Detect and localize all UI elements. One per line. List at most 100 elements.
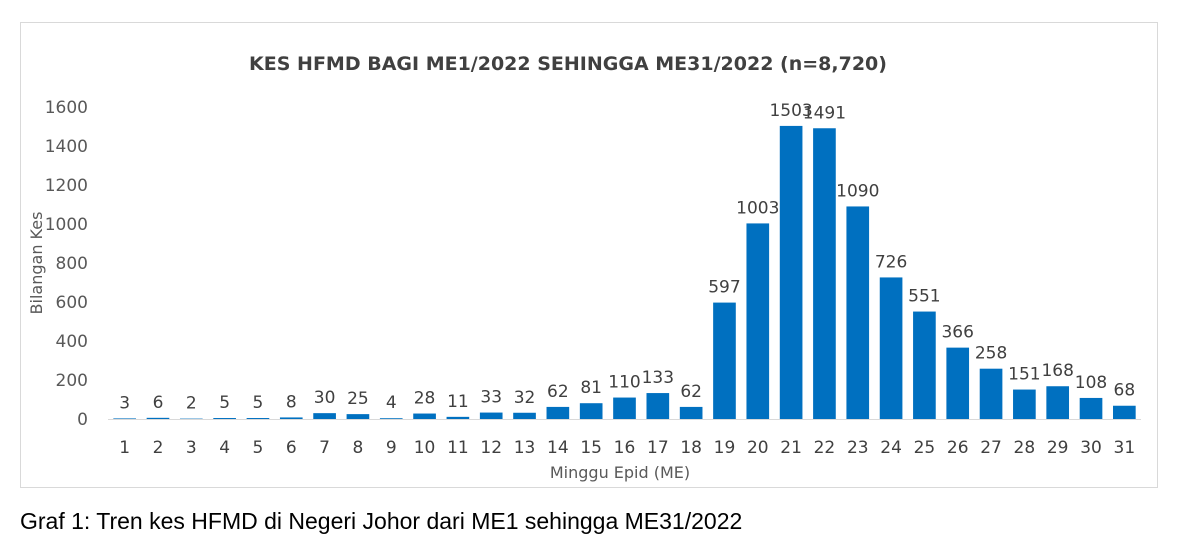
x-tick-label: 16 (614, 438, 636, 458)
x-tick-label: 18 (680, 438, 702, 458)
y-tick-label: 1600 (45, 98, 88, 118)
x-tick-label: 2 (153, 438, 164, 458)
data-label: 81 (580, 378, 602, 398)
bar (1079, 397, 1103, 419)
x-tick-label: 29 (1047, 438, 1069, 458)
bar (1046, 386, 1070, 419)
x-tick-label: 30 (1080, 438, 1102, 458)
bar (146, 417, 170, 419)
bar (546, 406, 570, 419)
bar (246, 418, 270, 419)
data-label: 6 (153, 393, 164, 413)
bar (646, 393, 670, 419)
data-label: 5 (219, 393, 230, 413)
data-label: 110 (608, 373, 640, 393)
bar (579, 403, 603, 419)
data-label: 62 (547, 382, 569, 402)
data-label: 3 (119, 393, 130, 413)
x-tick-label: 20 (747, 438, 769, 458)
x-tick-label: 13 (514, 438, 536, 458)
bar (313, 413, 336, 419)
bar (779, 125, 803, 419)
data-label: 1090 (836, 181, 879, 201)
data-label: 168 (1041, 361, 1073, 381)
data-label: 1503 (769, 101, 812, 121)
bar (913, 311, 936, 419)
data-label: 30 (314, 388, 336, 408)
x-tick-label: 31 (1114, 438, 1136, 458)
x-tick-label: 15 (580, 438, 602, 458)
x-tick-label: 14 (547, 438, 569, 458)
x-tick-label: 10 (414, 438, 436, 458)
data-label: 551 (908, 287, 940, 307)
y-axis-label: Bilangan Kes (27, 212, 46, 315)
x-tick-label: 3 (186, 438, 197, 458)
bar (679, 406, 703, 419)
figure-caption: Graf 1: Tren kes HFMD di Negeri Johor da… (20, 508, 743, 534)
x-tick-label: 28 (1014, 438, 1036, 458)
x-tick-label: 8 (353, 438, 364, 458)
x-tick-label: 26 (947, 438, 969, 458)
data-label: 28 (414, 389, 436, 409)
bar-chart: KES HFMD BAGI ME1/2022 SEHINGGA ME31/202… (27, 53, 1141, 482)
y-tick-label: 1200 (45, 176, 88, 196)
bar (279, 417, 303, 419)
bar (713, 302, 736, 419)
y-tick-label: 0 (77, 410, 88, 430)
data-label: 1491 (803, 103, 846, 123)
bar (879, 277, 903, 419)
bar (346, 414, 370, 419)
x-tick-label: 6 (286, 438, 297, 458)
bar (846, 206, 870, 419)
x-tick-label: 22 (814, 438, 836, 458)
bar (479, 412, 503, 419)
bar (379, 418, 403, 419)
data-label: 5 (253, 393, 264, 413)
data-label: 4 (386, 393, 397, 413)
x-axis-label: Minggu Epid (ME) (550, 463, 690, 482)
data-label: 151 (1008, 365, 1040, 385)
data-label: 108 (1075, 373, 1107, 393)
data-label: 726 (875, 252, 907, 272)
x-tick-label: 25 (914, 438, 936, 458)
data-label: 62 (680, 382, 702, 402)
x-tick-label: 9 (386, 438, 397, 458)
x-tick-label: 17 (647, 438, 669, 458)
bar (446, 416, 470, 419)
x-tick-label: 11 (447, 438, 469, 458)
bar (746, 223, 770, 419)
y-tick-label: 200 (56, 371, 88, 391)
data-label: 597 (708, 278, 740, 298)
bar (513, 412, 536, 419)
data-label: 11 (447, 392, 469, 412)
x-tick-label: 5 (253, 438, 264, 458)
data-label: 1003 (736, 198, 779, 218)
x-tick-label: 19 (714, 438, 736, 458)
x-tick-label: 1 (119, 438, 130, 458)
data-label: 366 (941, 323, 973, 343)
bar (946, 347, 970, 419)
bar (1013, 389, 1036, 419)
plot-area: 0200400600800100012001400160031622354558… (45, 98, 1141, 458)
x-tick-label: 7 (319, 438, 330, 458)
x-tick-label: 12 (480, 438, 502, 458)
y-tick-label: 800 (56, 254, 88, 274)
bar (1113, 405, 1136, 419)
bar (813, 128, 836, 419)
bar (213, 418, 236, 419)
y-tick-label: 1400 (45, 137, 88, 157)
data-label: 32 (514, 388, 536, 408)
x-tick-label: 27 (980, 438, 1002, 458)
y-tick-label: 400 (56, 332, 88, 352)
data-label: 33 (480, 388, 502, 408)
y-tick-label: 600 (56, 293, 88, 313)
bar (613, 397, 636, 419)
bar (113, 418, 136, 419)
x-tick-label: 4 (219, 438, 230, 458)
y-tick-label: 1000 (45, 215, 88, 235)
bar (979, 368, 1003, 419)
bar (413, 413, 436, 419)
x-tick-label: 21 (780, 438, 802, 458)
x-tick-label: 24 (880, 438, 902, 458)
x-tick-label: 23 (847, 438, 869, 458)
